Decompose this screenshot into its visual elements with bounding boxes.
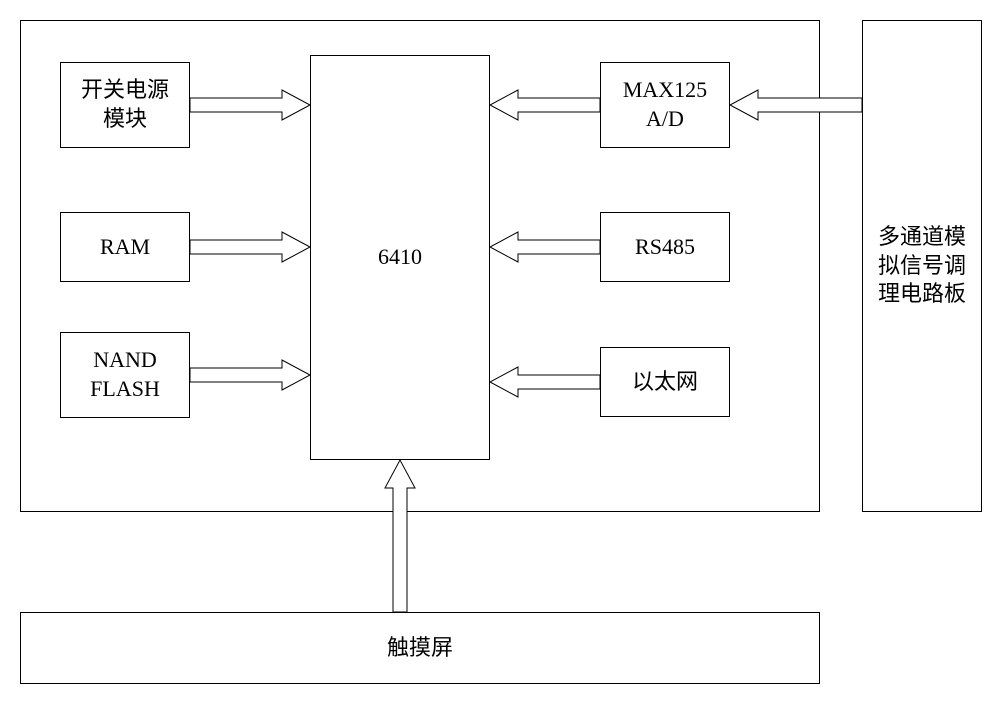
- arrow-touch_screen-to-center: [385, 460, 415, 612]
- arrow-max125-to-center: [490, 90, 600, 120]
- arrow-side_board-to-max125: [730, 90, 862, 120]
- arrow-ram-to-center: [190, 232, 310, 262]
- arrow-psu-to-center: [190, 90, 310, 120]
- arrow-rs485-to-center: [490, 232, 600, 262]
- arrow-nand-to-center: [190, 360, 310, 390]
- arrows-layer: [0, 0, 1000, 703]
- arrow-eth-to-center: [490, 367, 600, 397]
